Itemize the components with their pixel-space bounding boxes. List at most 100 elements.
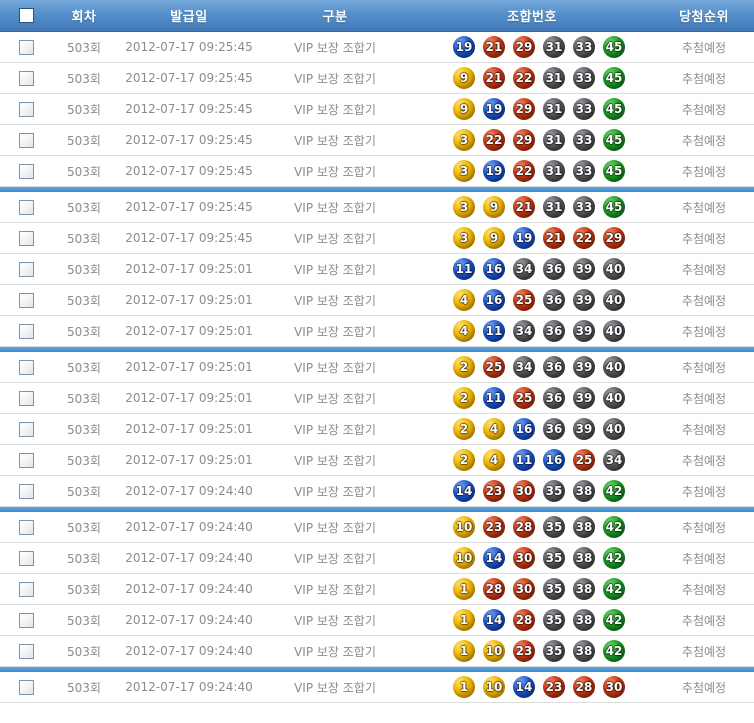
row-checkbox[interactable]: [19, 519, 34, 535]
group-separator: [0, 507, 754, 512]
row-checkbox[interactable]: [19, 550, 34, 566]
group-separator: [0, 667, 754, 672]
lotto-ball: 45: [603, 36, 625, 58]
type-cell: VIP 보장 조합기: [294, 551, 376, 566]
lotto-ball: 22: [513, 67, 535, 89]
issue-date-cell: 2012-07-17 09:25:45: [125, 133, 253, 147]
table-body: 503회 2012-07-17 09:25:45 VIP 보장 조합기 19 21…: [0, 32, 754, 703]
row-checkbox[interactable]: [19, 421, 34, 437]
lotto-ball: 29: [513, 36, 535, 58]
numbers-cell: 4 11 34 36 39 40: [410, 320, 654, 342]
rank-cell: 추첨예정: [681, 484, 727, 499]
issue-date-cell: 2012-07-17 09:24:40: [125, 551, 253, 565]
row-checkbox[interactable]: [19, 359, 34, 375]
row-checkbox[interactable]: [19, 70, 34, 86]
row-checkbox[interactable]: [19, 679, 34, 695]
lotto-ball: 31: [543, 129, 565, 151]
rank-cell: 추첨예정: [681, 453, 727, 468]
numbers-cell: 19 21 29 31 33 45: [410, 36, 654, 58]
group-separator: [0, 347, 754, 352]
lotto-ball: 35: [543, 516, 565, 538]
type-cell: VIP 보장 조합기: [294, 453, 376, 468]
rank-cell: 추첨예정: [681, 644, 727, 659]
lotto-ball: 40: [603, 289, 625, 311]
row-checkbox[interactable]: [19, 612, 34, 628]
table-row: 503회 2012-07-17 09:25:01 VIP 보장 조합기 11 16…: [0, 254, 754, 285]
lotto-ball: 29: [513, 98, 535, 120]
type-cell: VIP 보장 조합기: [294, 71, 376, 86]
lotto-ball: 40: [603, 258, 625, 280]
issue-date-cell: 2012-07-17 09:25:45: [125, 164, 253, 178]
select-all-checkbox[interactable]: [19, 8, 34, 23]
lotto-ball: 38: [573, 578, 595, 600]
table-row: 503회 2012-07-17 09:25:45 VIP 보장 조합기 9 19 2…: [0, 94, 754, 125]
row-checkbox[interactable]: [19, 132, 34, 148]
lotto-ball: 31: [543, 36, 565, 58]
table-row: 503회 2012-07-17 09:25:45 VIP 보장 조합기 9 21 2…: [0, 63, 754, 94]
round-cell: 503회: [67, 324, 101, 339]
table-row: 503회 2012-07-17 09:24:40 VIP 보장 조합기 1 14 2…: [0, 605, 754, 636]
lotto-ball: 23: [483, 516, 505, 538]
rank-cell: 추첨예정: [681, 102, 727, 117]
numbers-cell: 2 4 11 16 25 34: [410, 449, 654, 471]
lotto-ball: 35: [543, 609, 565, 631]
rank-cell: 추첨예정: [681, 71, 727, 86]
lotto-ball: 38: [573, 640, 595, 662]
lotto-ball: 42: [603, 578, 625, 600]
row-checkbox[interactable]: [19, 39, 34, 55]
issue-date-cell: 2012-07-17 09:25:01: [125, 422, 253, 436]
issue-date-cell: 2012-07-17 09:24:40: [125, 613, 253, 627]
issue-date-cell: 2012-07-17 09:25:45: [125, 71, 253, 85]
type-cell: VIP 보장 조합기: [294, 200, 376, 215]
lotto-ball: 45: [603, 129, 625, 151]
lotto-ball: 35: [543, 547, 565, 569]
rank-cell: 추첨예정: [681, 582, 727, 597]
rank-cell: 추첨예정: [681, 551, 727, 566]
column-header-issue-date: 발급일: [170, 10, 208, 25]
row-checkbox[interactable]: [19, 643, 34, 659]
row-checkbox[interactable]: [19, 261, 34, 277]
lotto-ball: 30: [603, 676, 625, 698]
row-checkbox[interactable]: [19, 483, 34, 499]
type-cell: VIP 보장 조합기: [294, 582, 376, 597]
type-cell: VIP 보장 조합기: [294, 484, 376, 499]
type-cell: VIP 보장 조합기: [294, 520, 376, 535]
type-cell: VIP 보장 조합기: [294, 231, 376, 246]
row-checkbox[interactable]: [19, 292, 34, 308]
lotto-ball: 40: [603, 387, 625, 409]
lotto-ball: 36: [543, 356, 565, 378]
table-row: 503회 2012-07-17 09:25:45 VIP 보장 조합기 3 22 2…: [0, 125, 754, 156]
round-cell: 503회: [67, 293, 101, 308]
round-cell: 503회: [67, 360, 101, 375]
lotto-ball: 1: [453, 676, 475, 698]
row-checkbox[interactable]: [19, 390, 34, 406]
type-cell: VIP 보장 조합기: [294, 293, 376, 308]
row-checkbox[interactable]: [19, 101, 34, 117]
column-header-numbers: 조합번호: [507, 10, 557, 25]
lotto-ball: 39: [573, 258, 595, 280]
numbers-cell: 3 9 21 31 33 45: [410, 196, 654, 218]
lotto-ball: 2: [453, 418, 475, 440]
numbers-cell: 10 23 28 35 38 42: [410, 516, 654, 538]
lotto-ball: 33: [573, 160, 595, 182]
row-checkbox[interactable]: [19, 199, 34, 215]
table-row: 503회 2012-07-17 09:25:01 VIP 보장 조합기 4 16 2…: [0, 285, 754, 316]
lotto-ball: 28: [513, 516, 535, 538]
numbers-cell: 11 16 34 36 39 40: [410, 258, 654, 280]
checkbox-cell: [0, 550, 50, 566]
checkbox-cell: [0, 519, 50, 535]
checkbox-cell: [0, 421, 50, 437]
lotto-ball: 11: [513, 449, 535, 471]
lotto-ball: 45: [603, 67, 625, 89]
numbers-cell: 1 28 30 35 38 42: [410, 578, 654, 600]
row-checkbox[interactable]: [19, 163, 34, 179]
lotto-ball: 45: [603, 196, 625, 218]
row-checkbox[interactable]: [19, 452, 34, 468]
row-checkbox[interactable]: [19, 230, 34, 246]
lotto-ball: 33: [573, 129, 595, 151]
row-checkbox[interactable]: [19, 323, 34, 339]
lotto-ball: 34: [603, 449, 625, 471]
checkbox-cell: [0, 359, 50, 375]
row-checkbox[interactable]: [19, 581, 34, 597]
issue-date-cell: 2012-07-17 09:25:01: [125, 324, 253, 338]
